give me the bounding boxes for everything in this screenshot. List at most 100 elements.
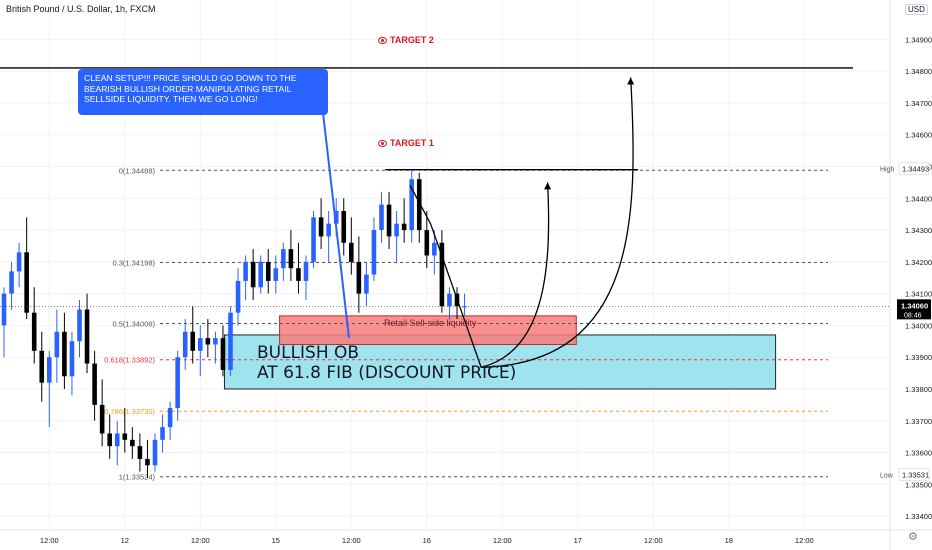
price-tick-label: 1.33700 xyxy=(905,417,932,426)
price-tick-label: 1.33900 xyxy=(905,353,932,362)
candle-body xyxy=(47,357,52,383)
target-lines xyxy=(0,67,853,171)
candle-body xyxy=(416,179,422,231)
fib-levels: 0(1.34488) 0.3(1.34198) 0.5(1.34006) 0.618(… xyxy=(104,166,828,482)
projection-to-target2 xyxy=(481,77,634,369)
liquidity-label: Retail Sell-side liquidity xyxy=(384,318,477,328)
liquidity-zone xyxy=(279,315,577,345)
candle-body xyxy=(409,179,414,231)
time-tick-label: 18 xyxy=(725,536,733,545)
fib-label: 0.5(1.34006) xyxy=(112,320,155,329)
price-tick-label: 1.33800 xyxy=(905,385,932,394)
candle-body xyxy=(198,338,203,351)
candle-body xyxy=(379,204,384,231)
price-marker-label: High xyxy=(880,167,895,174)
fib-label: 0(1.34488) xyxy=(119,166,156,175)
price-tick-label: 1.34800 xyxy=(905,67,932,76)
candle-body xyxy=(228,312,233,370)
candle-body xyxy=(1,293,7,326)
time-tick-label: 16 xyxy=(423,536,431,545)
arrow-target1 xyxy=(544,182,552,190)
price-tick-label: 1.34200 xyxy=(905,258,932,267)
candle-body xyxy=(205,338,211,345)
gear-icon[interactable]: ⚙ xyxy=(908,531,918,543)
price-marker-box xyxy=(898,162,930,176)
candle-body xyxy=(213,338,218,345)
ob-label-line1: BULLISH OB xyxy=(257,343,360,363)
target-1-label: TARGET 1 xyxy=(378,138,434,148)
time-tick-label: 17 xyxy=(574,536,582,545)
grid xyxy=(0,0,890,530)
fib-label: 0.618(1.33892) xyxy=(104,356,155,365)
price-tick-label: 1.34300 xyxy=(905,226,932,235)
zones xyxy=(223,315,777,390)
fib-label: 1(1.33524) xyxy=(119,473,156,482)
arrow-target2 xyxy=(627,77,635,85)
candle-body xyxy=(356,261,362,294)
setup-note[interactable]: CLEAN SETUP!!! PRICE SHOULD GO DOWN TO T… xyxy=(78,69,328,115)
time-tick-label: 12:00 xyxy=(493,536,512,545)
candle-body xyxy=(462,306,467,308)
candle-body xyxy=(394,223,399,237)
last-price-countdown: 08:46 xyxy=(904,312,922,319)
price-tick-label: 1.33600 xyxy=(905,449,932,458)
ob-label-line2: AT 61.8 FIB (DISCOUNT PRICE) xyxy=(257,363,517,383)
time-tick-label: 12:00 xyxy=(795,536,814,545)
time-tick-label: 12:00 xyxy=(191,536,210,545)
candle-body xyxy=(386,204,392,237)
candle-body xyxy=(54,331,60,358)
candle-body xyxy=(311,217,316,262)
eye-icon xyxy=(378,140,387,147)
price-marker-box xyxy=(898,467,930,481)
currency-badge[interactable]: USD xyxy=(905,4,928,15)
candle-body xyxy=(31,312,37,351)
projection-to-target1 xyxy=(481,182,550,368)
candle-body xyxy=(77,309,82,342)
time-tick-label: 12 xyxy=(121,536,129,545)
candle-body xyxy=(318,217,324,237)
candle-body xyxy=(122,433,128,440)
price-tick-label: 1.34100 xyxy=(905,290,932,299)
candle-body xyxy=(107,433,112,447)
bullish-ob-label: BULLISH OB AT 61.8 FIB (DISCOUNT PRICE) xyxy=(257,343,516,383)
candle-body xyxy=(424,230,430,256)
candle-body xyxy=(92,363,97,405)
candles xyxy=(1,169,467,478)
candle-body xyxy=(62,331,67,377)
price-tick-label: 1.33500 xyxy=(905,480,932,489)
price-tick-label: 1.34900 xyxy=(905,35,932,44)
candle-body xyxy=(349,242,354,262)
candle-body xyxy=(84,309,90,364)
candle-body xyxy=(250,261,256,288)
candle-body xyxy=(235,280,241,313)
candle-body xyxy=(39,350,45,383)
time-tick-label: 12:00 xyxy=(644,536,663,545)
candle-body xyxy=(69,341,75,377)
candle-body xyxy=(167,408,173,428)
candle-body xyxy=(9,271,14,294)
candle-body xyxy=(303,261,309,281)
candle-body xyxy=(16,252,22,272)
candle-body xyxy=(447,293,452,307)
candle-body xyxy=(160,427,165,440)
candle-body xyxy=(371,230,377,275)
projection-down xyxy=(409,185,482,368)
candle-body xyxy=(114,433,120,447)
candle-body xyxy=(265,261,271,281)
price-marker-value: 1.34493 xyxy=(902,165,929,174)
last-price-box xyxy=(897,299,931,320)
target-2-text: TARGET 2 xyxy=(390,35,434,45)
time-tick-label: 12:00 xyxy=(40,536,59,545)
candle-body xyxy=(296,268,301,281)
candle-body xyxy=(364,274,369,294)
candle-body xyxy=(99,404,105,434)
candle-body xyxy=(152,439,158,466)
time-axis[interactable]: 12:00 12 12:00 15 12:00 16 12:00 17 12:00 18 12:00 xyxy=(0,529,932,545)
symbol-title[interactable]: British Pound / U.S. Dollar, 1h, FXCM xyxy=(6,4,156,14)
price-tick-label: 1.34600 xyxy=(905,131,932,140)
price-tick-label: 1.34400 xyxy=(905,194,932,203)
candle-body xyxy=(273,268,279,281)
candle-body xyxy=(175,357,180,409)
